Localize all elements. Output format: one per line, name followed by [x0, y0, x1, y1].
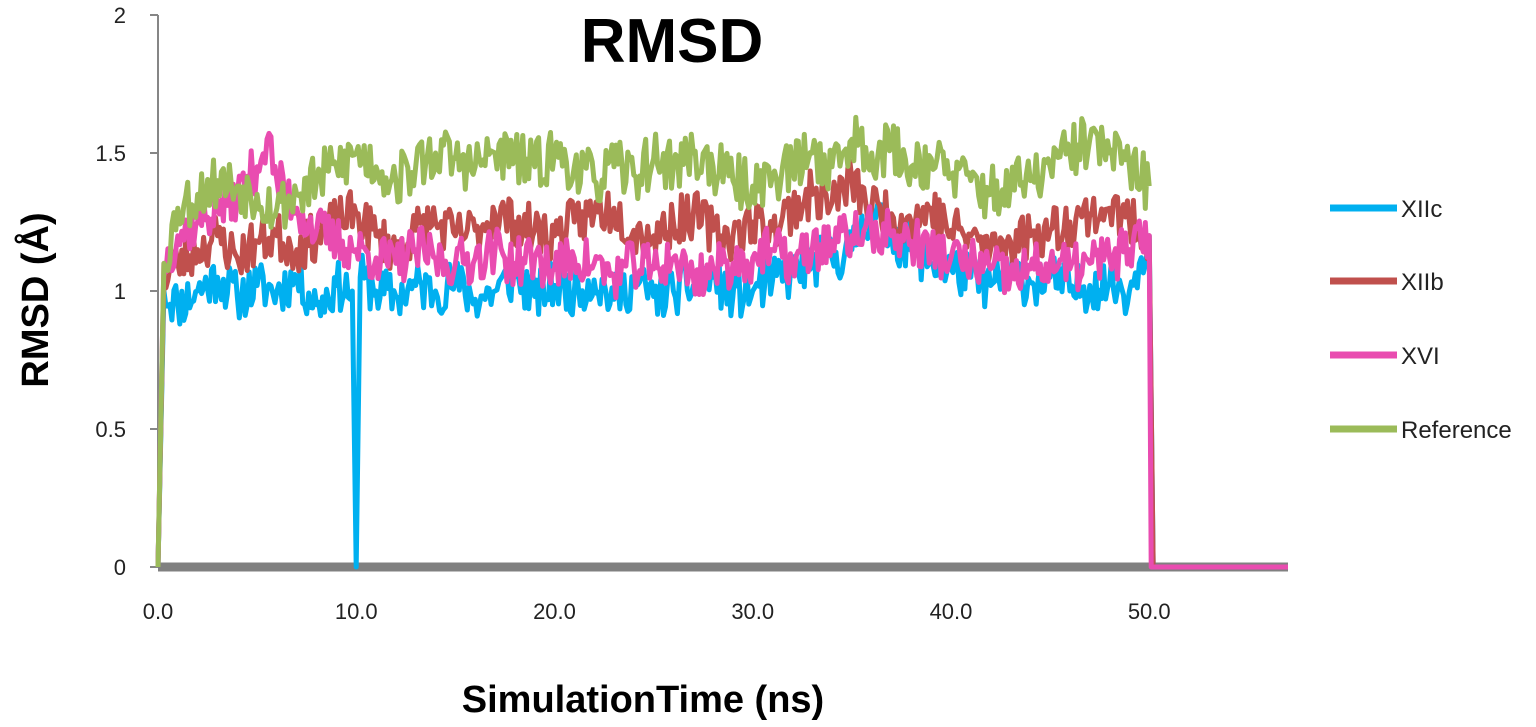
y-tick-label: 2	[114, 3, 126, 28]
legend-label: XIIb	[1401, 269, 1444, 296]
legend-label: XIIc	[1401, 196, 1442, 223]
legend: XIIc XIIb XVI Reference	[1330, 196, 1512, 444]
y-tick-label: 1.5	[95, 141, 126, 166]
x-tick-label: 0.0	[143, 599, 174, 624]
legend-label: XVI	[1401, 343, 1440, 370]
x-tick-label: 50.0	[1128, 599, 1171, 624]
series-line-reference	[155, 114, 1152, 568]
x-tick-label: 40.0	[930, 599, 973, 624]
series-lines	[155, 114, 1288, 570]
x-tick-label: 10.0	[335, 599, 378, 624]
x-tick-label: 20.0	[533, 599, 576, 624]
y-axis-title: RMSD (Å)	[13, 212, 57, 387]
axes: 00.511.520.0 10.0 20.0 30.0 40.0 50.0	[95, 3, 1288, 624]
chart-title: RMSD	[581, 7, 764, 76]
y-tick-label: 0.5	[95, 417, 126, 442]
y-tick-label: 0	[114, 555, 126, 580]
series-line-xvi	[155, 130, 1288, 570]
y-tick-label: 1	[114, 279, 126, 304]
x-axis-title: SimulationTime (ns)	[462, 679, 824, 721]
legend-label: Reference	[1401, 417, 1512, 444]
x-tick-label: 30.0	[731, 599, 774, 624]
